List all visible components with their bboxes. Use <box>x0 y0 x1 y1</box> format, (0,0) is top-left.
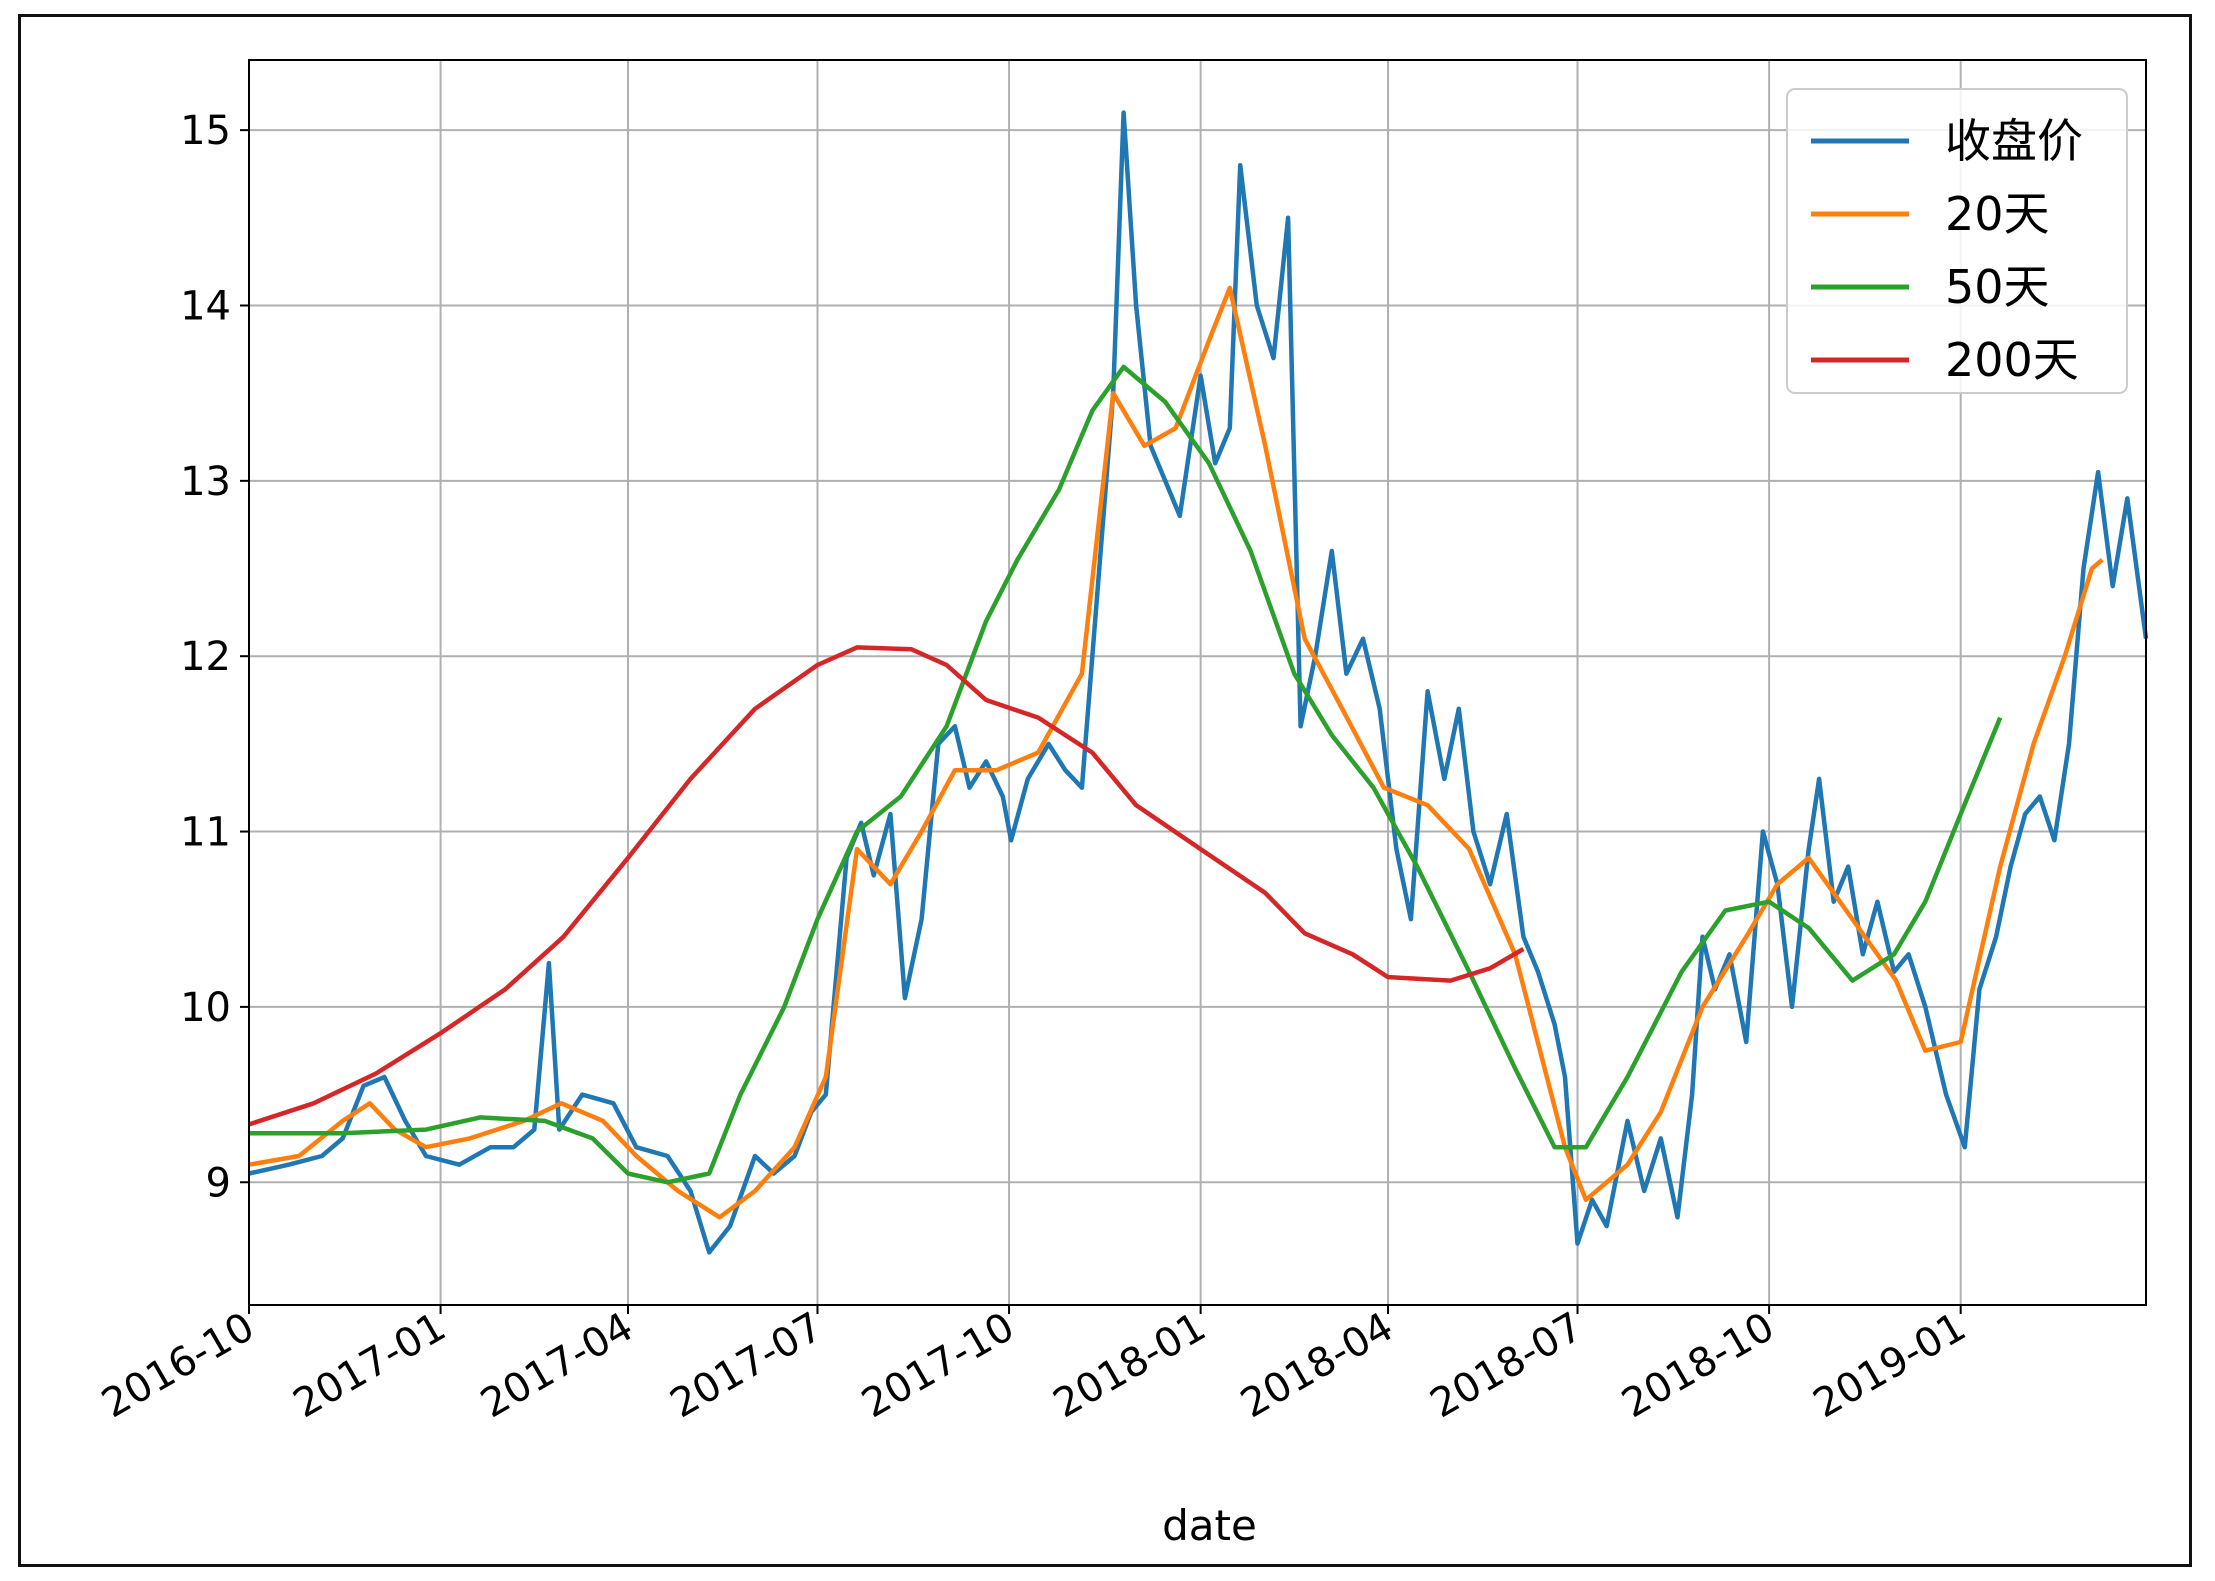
y-tick-label: 12 <box>180 634 231 680</box>
plot-area-frame <box>248 59 2147 1306</box>
legend-label-3: 200天 <box>1945 333 2079 387</box>
y-tick-label: 15 <box>180 108 231 154</box>
series-line-1 <box>248 285 2104 1220</box>
series-line-3 <box>248 645 1525 1127</box>
x-tick-label: 2016-10 <box>94 1304 262 1427</box>
x-tick-label: 2019-01 <box>1806 1304 1974 1427</box>
legend-label-0: 收盘价 <box>1945 114 2083 168</box>
series-lines <box>248 110 2149 1255</box>
x-tick-label: 2017-07 <box>663 1304 831 1427</box>
series-line-2 <box>249 364 2003 1185</box>
x-axis-label: date <box>1162 1501 1257 1550</box>
y-tick-label: 11 <box>180 810 231 856</box>
legend: 收盘价 20天 50天 200天 <box>1786 88 2128 394</box>
series-line-0 <box>248 110 2149 1255</box>
x-tick-label: 2017-01 <box>286 1304 454 1427</box>
x-tick-label: 2017-04 <box>473 1304 641 1427</box>
grid <box>248 60 2146 1305</box>
y-tick-label: 14 <box>180 283 231 329</box>
x-tick-label: 2018-10 <box>1614 1304 1782 1427</box>
x-tick-label: 2018-07 <box>1423 1304 1591 1427</box>
x-tick-label: 2018-01 <box>1046 1304 1214 1427</box>
y-tick-label: 9 <box>206 1160 231 1206</box>
figure-frame: 9 10 11 12 13 14 15 2016-10 2017-01 2017-04 2017-0… <box>18 14 2192 1567</box>
line-chart: 9 10 11 12 13 14 15 2016-10 2017-01 2017-04 2017-0… <box>94 59 2149 1550</box>
legend-box <box>1786 88 2128 394</box>
legend-label-1: 20天 <box>1945 187 2050 241</box>
x-tick-label: 2018-04 <box>1233 1304 1401 1427</box>
y-tick-label: 10 <box>180 985 231 1031</box>
y-tick-label: 13 <box>180 459 231 505</box>
x-tick-label: 2017-10 <box>854 1304 1022 1427</box>
legend-label-2: 50天 <box>1945 260 2050 314</box>
